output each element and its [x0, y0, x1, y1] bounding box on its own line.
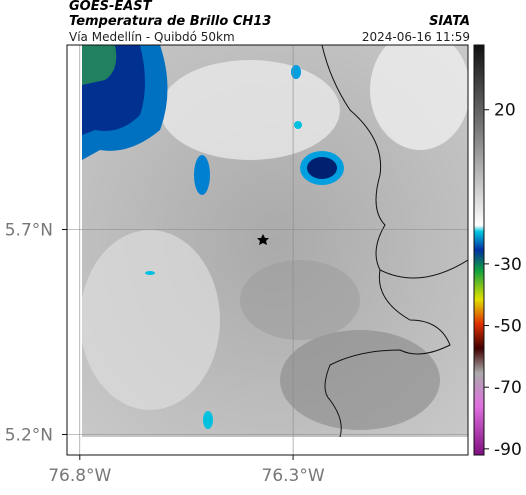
lon-tick-label: 76.8°W — [48, 466, 111, 486]
graticule — [62, 45, 468, 460]
agency: SIATA — [429, 14, 470, 29]
colorbar-tick-label: 20 — [494, 101, 516, 121]
lat-tick-label: 5.2°N — [5, 426, 53, 446]
source: GOES-EAST — [69, 0, 153, 14]
map-frame — [66, 44, 469, 456]
labels: 5.7°N 5.2°N 76.8°W 76.3°W 20 -30 -50 -70 -90 — [5, 101, 522, 486]
colorbar-tick-label: -90 — [494, 440, 522, 460]
title: Temperatura de Brillo CH13 — [69, 14, 271, 29]
colorbar-tick-label: -30 — [494, 255, 522, 275]
subtitle: Vía Medellín - Quibdó 50km — [69, 30, 235, 44]
location-star — [257, 234, 269, 245]
satellite-image — [82, 45, 468, 437]
colorbar-tick-label: -70 — [494, 378, 522, 398]
colorbar-tick-label: -50 — [494, 317, 522, 337]
timestamp: 2024-06-16 11:59 — [362, 30, 470, 44]
colorbar — [473, 44, 485, 456]
lat-tick-label: 5.7°N — [5, 221, 53, 241]
lon-tick-label: 76.3°W — [262, 466, 325, 486]
